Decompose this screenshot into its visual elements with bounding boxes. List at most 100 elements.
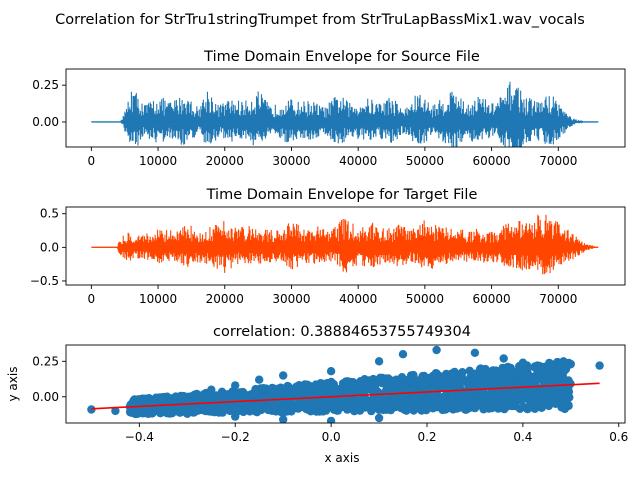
scatter-point [214, 408, 224, 417]
scatter-point [530, 400, 539, 410]
regression-line [91, 382, 600, 410]
scatter-point [498, 371, 507, 380]
y-tick-label: 0.00 [32, 390, 59, 404]
scatter-point [480, 373, 489, 382]
scatter-point [533, 361, 542, 370]
scatter-point [355, 403, 365, 412]
scatter-point [183, 409, 192, 418]
scatter-point [280, 396, 290, 405]
scatter-point [311, 380, 321, 389]
scatter-point [471, 369, 480, 378]
scatter-point [326, 416, 336, 423]
x-tick-label: −0.2 [221, 430, 250, 444]
scatter-point [503, 362, 512, 372]
scatter-point [316, 386, 326, 396]
scatter-point [397, 373, 407, 382]
x-tick-label: 20000 [206, 154, 244, 168]
scatter-point [533, 368, 542, 377]
scatter-point [430, 373, 440, 383]
x-tick-label: 0 [88, 154, 96, 168]
panel3-ylabel: y axis [6, 367, 20, 402]
x-tick-label: 60000 [472, 154, 510, 168]
scatter-point [555, 374, 565, 383]
y-tick-label: 0.25 [32, 78, 59, 92]
scatter-point [383, 385, 392, 395]
scatter-point [455, 395, 464, 405]
scatter-point [465, 379, 474, 388]
figure-suptitle: Correlation for StrTru1stringTrumpet fro… [55, 12, 585, 28]
scatter-point [412, 392, 421, 401]
scatter-point [518, 358, 528, 367]
y-tick-label: 0.25 [32, 354, 59, 368]
scatter-point [545, 378, 554, 387]
scatter-point [545, 371, 554, 381]
scatter-point [130, 396, 140, 406]
scatter-point [263, 404, 272, 414]
scatter-point [341, 377, 350, 386]
scatter-point [111, 406, 120, 416]
scatter-point [595, 361, 604, 370]
scatter-point [449, 373, 458, 382]
scatter-point [321, 406, 330, 415]
x-tick-label: 0.2 [417, 430, 436, 444]
x-tick-label: 70000 [539, 292, 577, 306]
scatter-point [315, 401, 324, 411]
scatter-point [336, 386, 345, 395]
scatter-point [183, 392, 192, 401]
scatter-point [503, 385, 513, 394]
scatter-point [364, 376, 374, 385]
scatter-point [559, 357, 568, 366]
scatter-point [346, 403, 355, 412]
scatter-point [393, 378, 402, 387]
x-tick-label: 60000 [472, 292, 510, 306]
x-tick-label: 0 [88, 292, 96, 306]
scatter-point [233, 405, 243, 414]
x-tick-label: 0.0 [322, 430, 341, 444]
x-tick-label: 10000 [139, 292, 177, 306]
scatter-point [165, 409, 174, 418]
scatter-point [478, 389, 487, 399]
scatter-point [367, 406, 376, 416]
scatter-point [374, 357, 384, 366]
scatter-point [332, 406, 342, 415]
x-tick-label: 50000 [406, 292, 444, 306]
x-tick-label: 70000 [539, 154, 577, 168]
scatter-point [547, 362, 556, 372]
waveform-series [116, 214, 599, 275]
scatter-point [255, 375, 264, 384]
scatter-point [456, 376, 466, 386]
scatter-point [444, 399, 453, 408]
scatter-point [234, 388, 244, 398]
scatter-point [231, 381, 240, 390]
scatter-point [247, 403, 256, 412]
scatter-point [358, 381, 367, 390]
scatter-point [340, 402, 349, 412]
scatter-point [404, 375, 413, 384]
scatter-point [147, 407, 156, 416]
scatter-point [358, 396, 367, 405]
x-tick-label: 10000 [139, 154, 177, 168]
scatter-point [536, 388, 545, 398]
scatter-point [326, 367, 336, 376]
scatter-point [159, 396, 168, 406]
scatter-point [405, 398, 415, 407]
panel3-plot [87, 345, 604, 423]
scatter-point [228, 389, 237, 398]
scatter-point [419, 398, 428, 408]
panel1-title: Time Domain Envelope for Source File [203, 49, 480, 65]
scatter-point [464, 396, 474, 406]
scatter-point [485, 395, 495, 404]
scatter-point [470, 403, 480, 413]
scatter-point [231, 412, 240, 421]
panel1-frame [65, 68, 626, 148]
scatter-point [87, 405, 96, 414]
panel2-axes: 0 10000 20000 30000 40000 50000 60000 70000 0.5 0… [30, 207, 578, 306]
scatter-point [432, 395, 441, 404]
scatter-point [298, 382, 308, 391]
scatter-point [490, 378, 499, 387]
scatter-point [541, 395, 550, 404]
waveform-series [117, 81, 599, 147]
x-tick-label: 30000 [272, 154, 310, 168]
scatter-point [201, 406, 210, 416]
